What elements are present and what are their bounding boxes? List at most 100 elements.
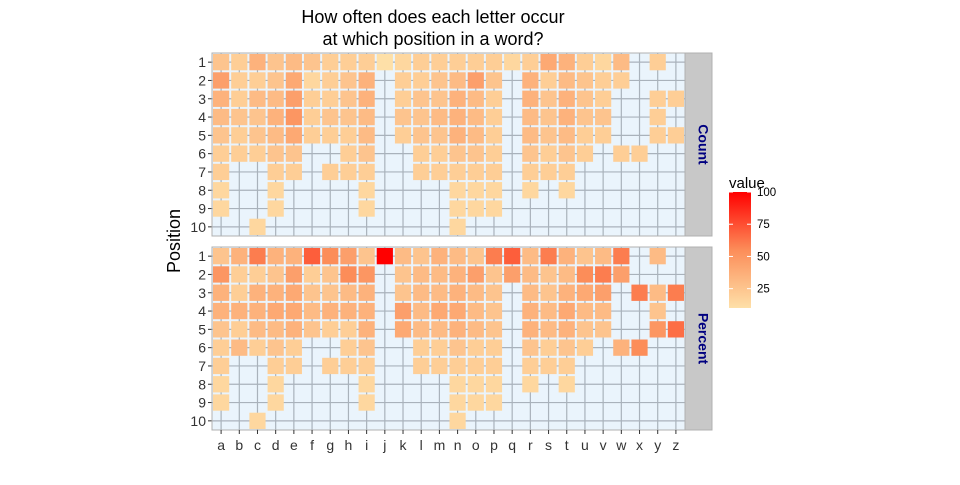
tile-percent (485, 302, 503, 320)
tile-count (340, 108, 357, 126)
tile-count (231, 54, 248, 71)
x-tick-label: y (654, 437, 661, 453)
tile-percent (376, 248, 393, 265)
tile-count (467, 90, 484, 107)
tile-count (394, 54, 412, 71)
tile-percent (576, 302, 594, 320)
tile-percent (213, 376, 230, 393)
tile-count (267, 127, 284, 144)
facet-strip-label: Count (696, 124, 712, 165)
tile-percent (631, 339, 648, 356)
tile-count (249, 145, 266, 162)
x-tick-label: m (434, 437, 446, 453)
tile-count (376, 54, 393, 71)
tile-count (285, 145, 302, 162)
tile-percent (558, 357, 575, 375)
x-tick-label: h (345, 437, 353, 453)
tile-percent (358, 302, 375, 320)
tile-count (303, 72, 321, 89)
tile-percent (613, 339, 630, 356)
tile-count (340, 72, 357, 89)
legend-tick-label: 100 (757, 187, 776, 199)
tile-count (576, 145, 594, 162)
y-tick-label: 1 (198, 248, 206, 264)
tile-percent (267, 302, 284, 320)
tile-percent (558, 376, 575, 393)
tile-count (485, 163, 503, 181)
x-tick-label: o (472, 437, 480, 453)
tile-percent (431, 357, 448, 375)
tile-count (358, 90, 375, 107)
y-tick-label: 6 (198, 340, 206, 356)
tile-percent (285, 284, 302, 301)
tile-percent (485, 357, 503, 375)
tile-percent (413, 321, 430, 338)
panels-layer: 1 2 3 4 5 6 7 8 9 10 Count 1 2 3 4 5 6 7 8 9 10 Percent (190, 52, 713, 431)
y-tick-label: 10 (190, 413, 206, 429)
x-tick-label: w (615, 437, 627, 453)
tile-count (413, 54, 430, 71)
tile-percent (267, 376, 284, 393)
tile-count (358, 200, 375, 217)
x-tick-label: l (420, 437, 423, 453)
tile-percent (249, 266, 266, 283)
tile-percent (522, 321, 539, 338)
y-tick-label: 1 (198, 54, 206, 70)
tile-count (231, 127, 248, 144)
tile-percent (303, 266, 321, 283)
tile-percent (449, 302, 466, 320)
tile-percent (667, 321, 684, 338)
tile-count (449, 72, 466, 89)
tile-percent (431, 266, 448, 283)
tile-count (595, 54, 612, 71)
tile-percent (485, 376, 503, 393)
tile-percent (231, 266, 248, 283)
tile-count (231, 108, 248, 126)
tile-percent (558, 321, 575, 338)
tile-count (576, 90, 594, 107)
tile-percent (285, 266, 302, 283)
tile-percent (431, 321, 448, 338)
tile-count (231, 90, 248, 107)
tile-percent (249, 412, 266, 429)
tile-count (540, 90, 557, 107)
tile-percent (413, 284, 430, 301)
x-tick-label: k (400, 437, 408, 453)
tile-count (613, 54, 630, 71)
tile-count (213, 182, 230, 199)
tile-count (613, 72, 630, 89)
tile-percent (595, 284, 612, 301)
tile-count (431, 145, 448, 162)
tile-percent (231, 248, 248, 265)
y-tick-label: 8 (198, 376, 206, 392)
tile-percent (576, 248, 594, 265)
tile-percent (267, 394, 284, 411)
tile-count (267, 163, 284, 181)
tile-percent (485, 266, 503, 283)
tile-percent (449, 248, 466, 265)
tile-percent (213, 357, 230, 375)
tile-count (213, 90, 230, 107)
y-tick-label: 7 (198, 358, 206, 374)
tile-percent (522, 266, 539, 283)
tile-percent (413, 339, 430, 356)
x-tick-label: e (290, 437, 298, 453)
tile-count (285, 108, 302, 126)
chart-title-line1: How often does each letter occur (301, 7, 564, 27)
tile-count (303, 127, 321, 144)
tile-percent (431, 339, 448, 356)
tile-percent (522, 248, 539, 265)
x-tick-label: c (254, 437, 261, 453)
tile-count (449, 145, 466, 162)
tile-count (467, 200, 484, 217)
tile-percent (449, 376, 466, 393)
tile-percent (504, 248, 521, 265)
y-tick-label: 8 (198, 182, 206, 198)
tile-percent (522, 339, 539, 356)
tile-count (649, 90, 666, 107)
tile-percent (595, 302, 612, 320)
x-tick-label: z (672, 437, 679, 453)
x-tick-label: n (454, 437, 462, 453)
tile-count (413, 163, 430, 181)
tile-percent (467, 248, 484, 265)
